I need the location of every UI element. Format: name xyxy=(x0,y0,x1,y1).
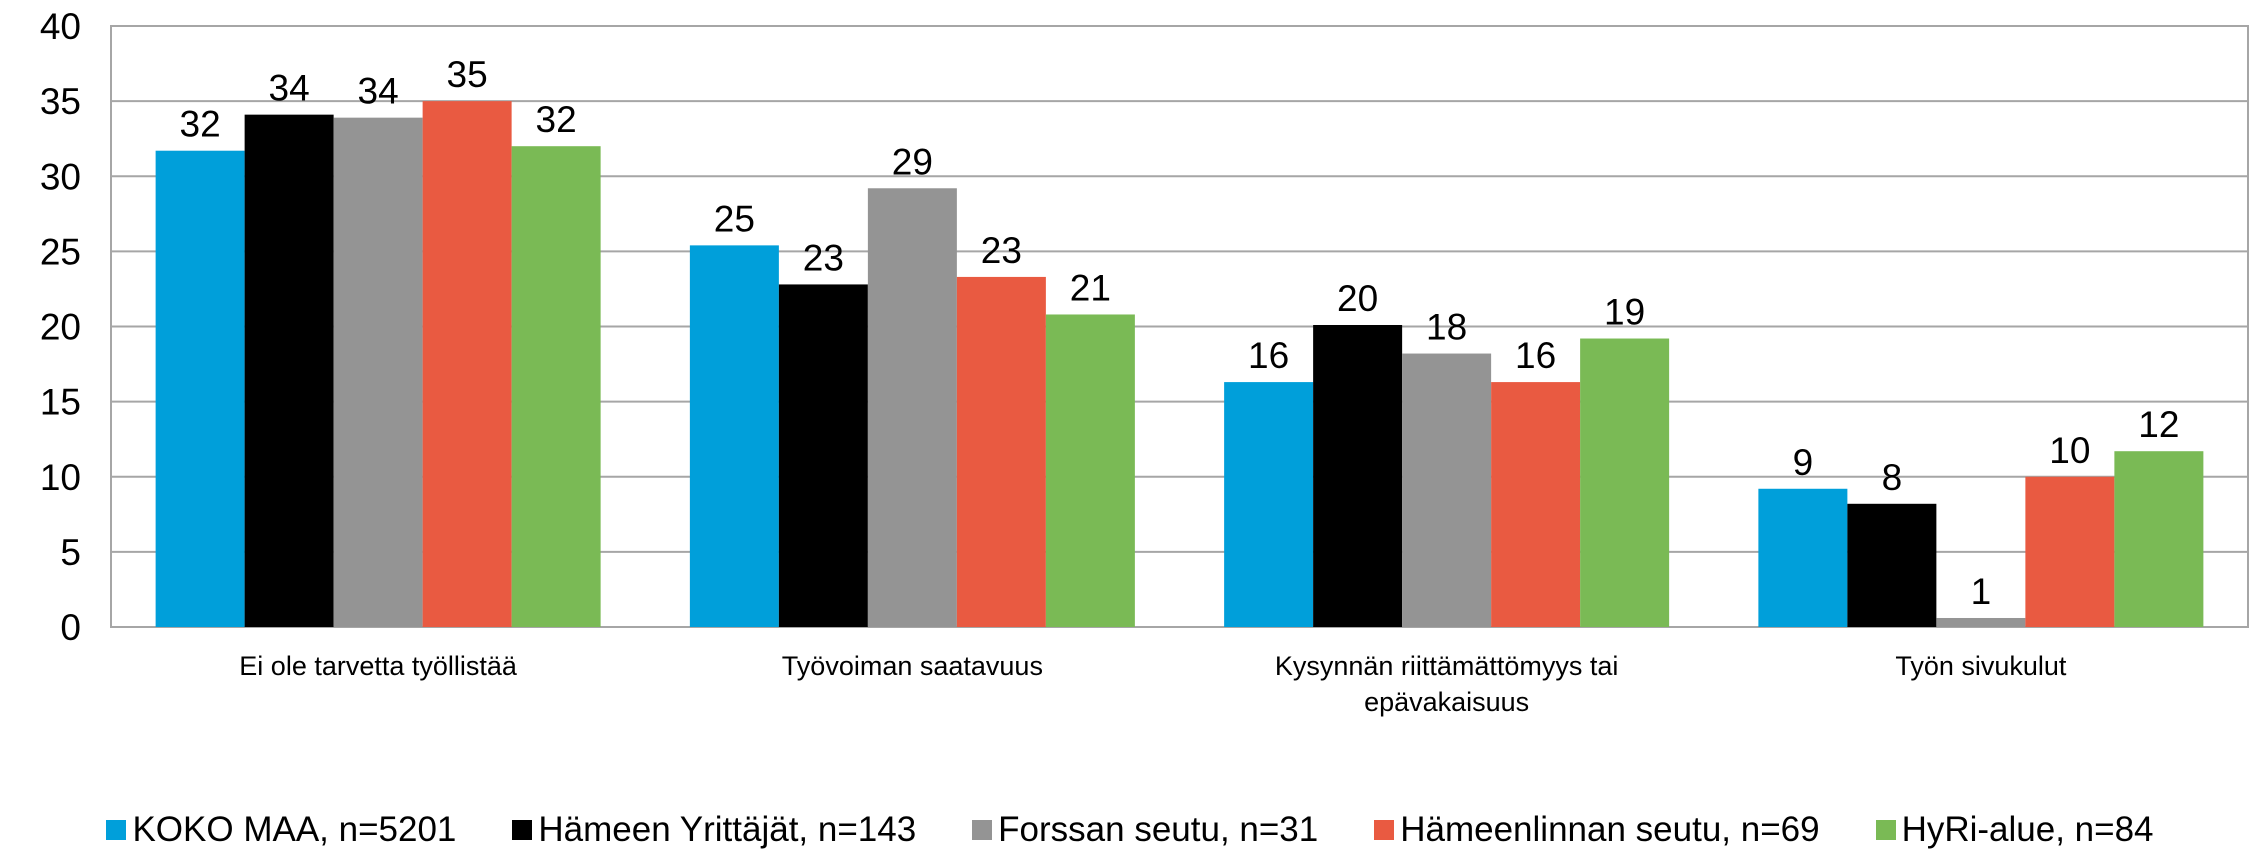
bar xyxy=(1045,314,1135,627)
data-label: 16 xyxy=(1248,335,1289,376)
y-tick-label: 30 xyxy=(40,156,81,197)
bar xyxy=(956,276,1046,627)
y-tick-label: 20 xyxy=(40,307,81,348)
bar xyxy=(1491,382,1581,627)
legend-label: KOKO MAA, n=5201 xyxy=(132,810,457,849)
bar xyxy=(333,117,423,627)
data-label: 25 xyxy=(714,198,755,239)
data-label: 20 xyxy=(1337,278,1378,319)
bar xyxy=(1313,324,1403,627)
data-label: 21 xyxy=(1070,267,1111,308)
data-label: 32 xyxy=(180,104,221,145)
legend-swatch xyxy=(972,820,993,840)
legend-swatch xyxy=(1374,820,1395,840)
data-label: 18 xyxy=(1426,307,1467,348)
x-tick-label: Työvoiman saatavuus xyxy=(781,651,1043,681)
bar xyxy=(1224,382,1314,627)
y-tick-label: 35 xyxy=(40,81,81,122)
data-label: 16 xyxy=(1515,335,1556,376)
x-tick-label: Ei ole tarvetta työllistää xyxy=(239,651,517,681)
data-label: 34 xyxy=(269,68,310,109)
x-tick-label: Työn sivukulut xyxy=(1895,651,2067,681)
legend: KOKO MAA, n=5201 Hämeen Yrittäjät, n=143 F… xyxy=(0,810,2260,850)
bar xyxy=(2025,476,2115,627)
bar xyxy=(511,146,601,627)
data-label: 1 xyxy=(1971,571,1992,612)
data-label: 35 xyxy=(447,54,488,95)
y-tick-label: 25 xyxy=(40,231,81,272)
legend-label: Hämeenlinnan seutu, n=69 xyxy=(1400,810,1820,849)
bar xyxy=(689,245,779,628)
y-tick-label: 0 xyxy=(60,607,81,648)
legend-label: Hämeen Yrittäjät, n=143 xyxy=(538,810,917,849)
legend-item: Forssan seutu, n=31 xyxy=(972,810,1318,850)
x-tick-label: Kysynnän riittämättömyys tai epävakaisuu… xyxy=(1274,651,1619,717)
data-label: 34 xyxy=(358,71,399,112)
data-label: 12 xyxy=(2138,404,2179,445)
legend-label: HyRi-alue, n=84 xyxy=(1901,810,2154,849)
legend-swatch xyxy=(1875,820,1896,840)
data-label: 29 xyxy=(892,141,933,182)
legend-item: Hämeen Yrittäjät, n=143 xyxy=(512,810,916,850)
data-label: 9 xyxy=(1793,442,1814,483)
data-label: 32 xyxy=(536,99,577,140)
legend-swatch xyxy=(512,820,533,840)
bar xyxy=(778,284,868,627)
data-label: 23 xyxy=(981,230,1022,271)
y-tick-label: 10 xyxy=(40,457,81,498)
bar xyxy=(1847,503,1937,627)
data-label: 23 xyxy=(803,237,844,278)
y-tick-label: 15 xyxy=(40,382,81,423)
bar xyxy=(244,114,334,627)
bar xyxy=(1936,617,2026,627)
bar xyxy=(155,150,245,627)
y-tick-label: 5 xyxy=(60,532,81,573)
bar xyxy=(867,188,957,627)
bar xyxy=(422,101,512,627)
bar xyxy=(2114,451,2204,627)
bar xyxy=(1402,353,1492,627)
data-label: 19 xyxy=(1604,292,1645,333)
legend-label: Forssan seutu, n=31 xyxy=(998,810,1319,849)
legend-item: KOKO MAA, n=5201 xyxy=(106,810,456,850)
legend-swatch xyxy=(106,820,127,840)
legend-item: HyRi-alue, n=84 xyxy=(1875,810,2154,850)
y-tick-label: 40 xyxy=(40,6,81,47)
plot-border xyxy=(110,25,2249,628)
bar xyxy=(1580,338,1670,627)
data-label: 8 xyxy=(1882,457,1903,498)
bar xyxy=(1758,488,1848,627)
data-label: 10 xyxy=(2049,430,2090,471)
legend-item: Hämeenlinnan seutu, n=69 xyxy=(1374,810,1820,850)
